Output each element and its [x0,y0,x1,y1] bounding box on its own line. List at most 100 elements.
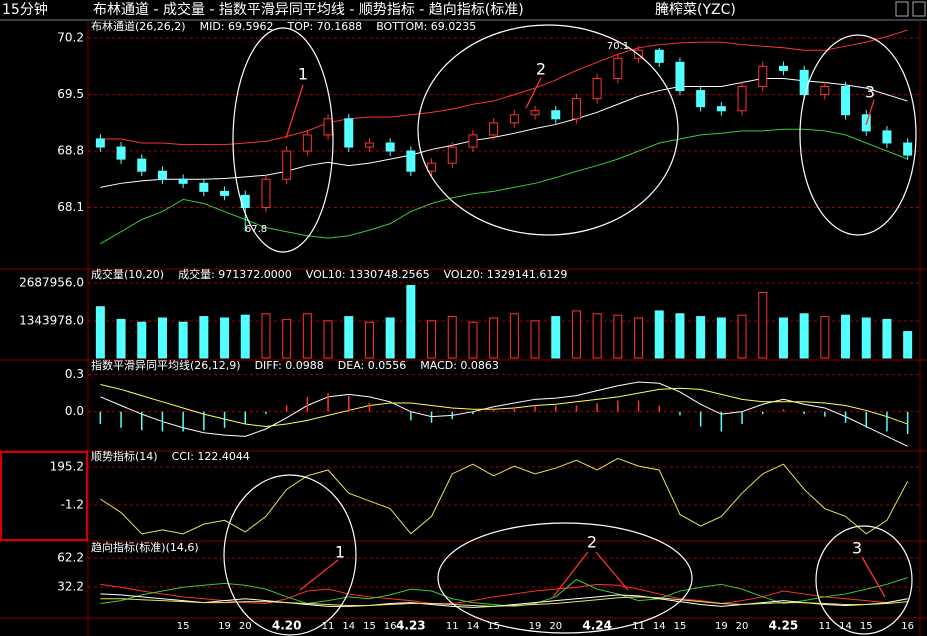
volume-bar [737,314,747,359]
volume-bar [302,313,312,359]
candle-body [551,110,561,120]
candle-body [95,138,105,148]
volume-bar [551,316,561,359]
series-line [100,457,909,535]
volume-bar [282,318,292,359]
x-tick-label: 19 [529,621,542,632]
legend-item: DEA: 0.0556 [338,359,406,372]
y-tick-label: 68.1 [57,200,84,214]
volume-bar [903,331,913,359]
x-tick-label: 20 [239,621,252,632]
candle-body [344,118,354,148]
series-line [100,29,908,146]
legend-item: VOL10: 1330748.2565 [306,268,430,281]
symbol: 腌榨菜(YZC) [655,1,736,18]
candle-body [157,170,167,180]
candle-body [178,178,188,184]
candle-body [406,150,416,172]
candle-body [489,122,499,136]
series-line [100,383,908,428]
ellipse [437,522,693,634]
candle-body [530,110,540,116]
y-tick-label: 62.2 [57,551,84,565]
arrow [861,556,886,598]
period: 15分钟 [2,1,48,18]
arrow [299,559,339,591]
volume-bar [468,321,478,359]
arrow [595,551,629,591]
menu-button[interactable] [912,1,926,17]
legend-item: 成交量: 971372.0000 [178,267,292,281]
candle-body [882,130,892,144]
marks: 70.2 69.5 68.8 68.1 布林通道(26,26,2) MID: 69.596… [19,19,920,633]
volume-bar [447,316,457,359]
x-tick-label: 19 [715,621,728,632]
x-tick-label: 20 [549,621,562,632]
candle-body [716,106,726,112]
x-tick-label: 11 [446,621,459,632]
candle-body [675,61,685,92]
candle-body [282,150,292,180]
candle-body [199,182,209,192]
legend-item: DIFF: 0.0988 [255,359,324,372]
volume-bar [654,310,664,359]
candle-body [571,98,581,120]
volume-bar [240,314,250,359]
candle-body [799,69,809,96]
volume-bar [178,321,188,359]
x-tick-label: 4.25 [769,619,799,633]
legend-title: 顺势指标(14) [91,449,158,463]
x-tick-label: 4.24 [582,619,612,633]
x-tick-label: 16 [901,621,914,632]
scroll-button[interactable] [895,1,909,17]
x-tick-label: 4.23 [396,619,426,633]
candle-body [592,77,602,100]
candle-body [427,162,437,172]
candle-body [261,178,271,209]
annotation: 1 [335,543,345,562]
candle-body [654,49,664,63]
x-tick-label: 16 [384,621,397,632]
volume-bar [841,314,851,359]
legend-item: VOL20: 1329141.6129 [444,268,568,281]
legend-item: MID: 69.5962 [200,20,274,33]
ellipse [799,34,917,236]
y-tick-label: -1.2 [61,498,84,512]
volume-bar [861,317,871,359]
legend-title: 成交量(10,20) [91,267,164,281]
annotation: 3 [852,539,862,558]
legend-item: CCI: 122.4044 [172,450,250,463]
candle-body [137,158,147,172]
volume-bar [406,284,416,359]
x-tick-label: 11 [818,621,831,632]
y-tick-label: 68.8 [57,144,84,158]
header-bar [0,0,927,20]
ellipse [232,27,334,253]
candle-body [778,65,788,71]
volume-bar [799,313,809,359]
volume-bar [675,313,685,359]
candle-body [903,142,913,156]
volume-bar [882,318,892,359]
candle-body [613,57,623,79]
x-tick-label: 14 [467,621,480,632]
legend-title: 趋向指标(标准)(14,6) [91,540,199,554]
x-tick-label: 20 [736,621,749,632]
volume-bar [613,314,623,359]
candle-body [364,142,374,148]
volume-bar [530,320,540,359]
x-tick-label: 14 [342,621,355,632]
annotation: 2 [587,533,597,552]
arrow [525,77,542,109]
y-tick-label: 69.5 [57,87,84,101]
volume-bar [634,317,644,359]
annotation-ellipses [223,24,917,636]
candle-body [841,86,851,116]
y-tick-label: 32.2 [57,580,84,594]
arrow [552,551,589,598]
header-title: 布林通道 - 成交量 - 指数平滑异同平均线 - 顺势指标 - 趋向指标(标准) [93,1,524,18]
candle-body [302,134,312,152]
volume-bar [157,317,167,359]
series-line [100,128,908,245]
